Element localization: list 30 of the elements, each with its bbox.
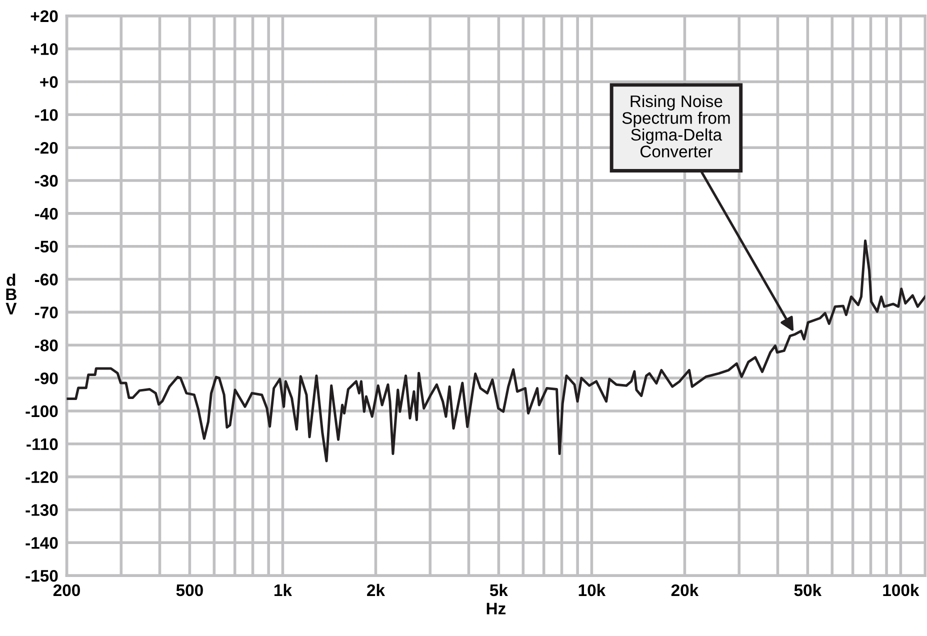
- y-tick-label: +10: [30, 43, 58, 56]
- y-tick-label: -90: [34, 372, 58, 384]
- y-tick-label: -30: [34, 174, 58, 187]
- y-tick-label: -80: [34, 340, 58, 352]
- y-tick-label: -130: [26, 504, 58, 516]
- x-tick-label: 1k: [274, 584, 292, 596]
- y-tick-label: -70: [34, 306, 58, 318]
- x-tick-label: 100k: [883, 584, 920, 596]
- y-tick-label: -110: [26, 438, 58, 450]
- annotation: Rising Noise Spectrum from Sigma-Delta Converter: [622, 94, 730, 158]
- x-tick-label: 500: [176, 584, 203, 596]
- y-tick-label: +0: [40, 76, 58, 88]
- y-tick-label: -140: [26, 537, 58, 549]
- x-tick-label: 5k: [490, 584, 508, 596]
- y-tick-label: -120: [26, 471, 58, 484]
- x-tick-label: 10k: [578, 584, 606, 596]
- x-axis-title: Hz: [486, 602, 506, 614]
- x-tick-label: 2k: [367, 584, 386, 596]
- x-tick-label: 20k: [671, 584, 699, 596]
- y-tick-label: -10: [34, 109, 58, 121]
- y-axis-title: dBV: [6, 274, 17, 314]
- y-tick-label: -150: [26, 570, 58, 582]
- y-tick-label: +20: [30, 10, 58, 22]
- x-tick-label: 50k: [794, 584, 822, 596]
- y-tick-label: -40: [34, 208, 58, 220]
- y-tick-label: -50: [34, 240, 58, 253]
- y-tick-label: -20: [34, 142, 58, 154]
- y-tick-label: -100: [26, 405, 58, 418]
- y-tick-label: -60: [34, 274, 58, 286]
- x-tick-label: 200: [53, 584, 80, 596]
